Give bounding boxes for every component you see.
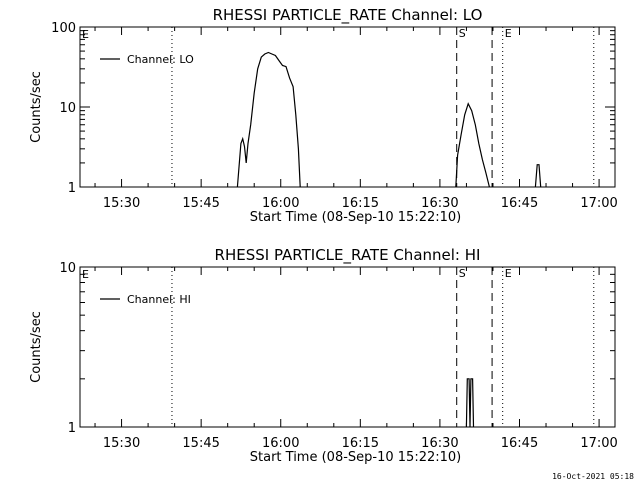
plot-frame xyxy=(79,266,616,428)
x-tick-label: 15:45 xyxy=(182,436,219,451)
chart-panel-2: RHESSI PARTICLE_RATE Channel: HI 15:30 15:… xyxy=(29,246,618,465)
series-line xyxy=(534,164,542,188)
y-tick-label: 10 xyxy=(59,101,76,116)
x-tick-label: 17:00 xyxy=(580,436,617,451)
y-axis-label: Counts/sec xyxy=(29,71,44,143)
x-tick-label: 16:15 xyxy=(342,436,379,451)
x-tick-label: 16:00 xyxy=(262,196,299,211)
x-tick-label: 15:45 xyxy=(182,196,219,211)
legend-label: Channel: HI xyxy=(127,293,191,306)
series-line xyxy=(455,102,490,188)
y-tick-label: 1 xyxy=(68,421,76,436)
y-tick-label: 1 xyxy=(68,181,76,196)
x-tick-label: 16:00 xyxy=(262,436,299,451)
y-axis-label: Counts/sec xyxy=(29,311,44,383)
x-tick-label: 16:30 xyxy=(421,436,458,451)
x-axis-label: Start Time (08-Sep-10 15:22:10) xyxy=(250,450,461,465)
y-tick-label: 100 xyxy=(51,21,76,36)
y-tick-label: 10 xyxy=(59,261,76,276)
time-marker-label: E xyxy=(505,267,512,280)
chart-panel-1: RHESSI PARTICLE_RATE Channel: LO 15:30 15:… xyxy=(29,6,618,225)
time-marker-label: S xyxy=(459,267,466,280)
x-axis-label: Start Time (08-Sep-10 15:22:10) xyxy=(250,210,461,225)
time-marker-label: S xyxy=(459,27,466,40)
x-tick-label: 15:30 xyxy=(103,196,140,211)
timestamp: 16-Oct-2021 05:18 xyxy=(552,472,634,481)
corner-label: E xyxy=(82,28,89,41)
x-tick-label: 16:45 xyxy=(501,196,538,211)
corner-label: E xyxy=(82,268,89,281)
x-tick-label: 15:30 xyxy=(103,436,140,451)
series-line xyxy=(236,51,301,188)
chart-title: RHESSI PARTICLE_RATE Channel: LO xyxy=(213,6,483,25)
chart-title: RHESSI PARTICLE_RATE Channel: HI xyxy=(215,246,481,265)
time-marker-label: E xyxy=(505,27,512,40)
x-tick-label: 16:15 xyxy=(342,196,379,211)
plot-frame xyxy=(79,26,616,188)
legend-label: Channel: LO xyxy=(127,53,194,66)
series-line xyxy=(465,378,475,428)
x-tick-label: 16:30 xyxy=(421,196,458,211)
x-tick-label: 17:00 xyxy=(580,196,617,211)
x-tick-label: 16:45 xyxy=(501,436,538,451)
